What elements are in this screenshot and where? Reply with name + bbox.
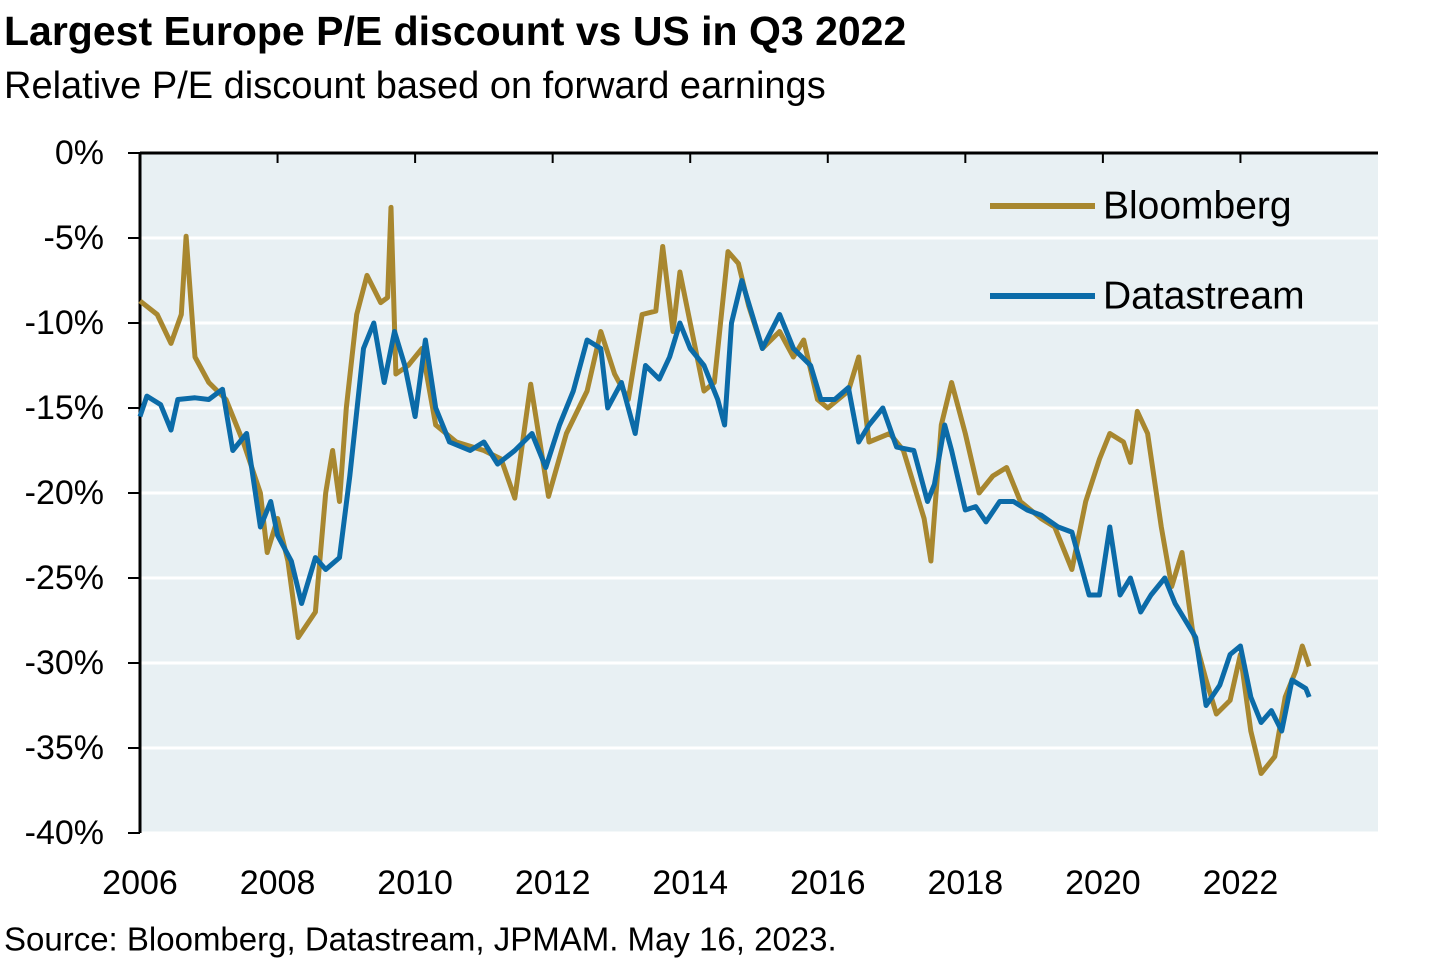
legend-label: Datastream bbox=[1103, 274, 1305, 317]
y-tick-label: -15% bbox=[25, 389, 104, 427]
x-tick-label: 2012 bbox=[515, 864, 591, 902]
y-tick-label: -10% bbox=[25, 304, 104, 342]
x-tick-label: 2008 bbox=[240, 864, 316, 902]
x-tick-label: 2006 bbox=[102, 864, 178, 902]
y-tick-label: 0% bbox=[55, 134, 104, 172]
source-note: Source: Bloomberg, Datastream, JPMAM. Ma… bbox=[4, 921, 837, 958]
x-tick-label: 2010 bbox=[377, 864, 453, 902]
y-tick-label: -20% bbox=[25, 474, 104, 512]
y-tick-label: -25% bbox=[25, 559, 104, 597]
chart-subtitle: Relative P/E discount based on forward e… bbox=[4, 65, 826, 107]
x-tick-label: 2018 bbox=[928, 864, 1004, 902]
x-tick-label: 2020 bbox=[1065, 864, 1141, 902]
chart-title: Largest Europe P/E discount vs US in Q3 … bbox=[4, 8, 906, 54]
x-tick-label: 2016 bbox=[790, 864, 866, 902]
data-line bbox=[137, 278, 1312, 734]
data-line bbox=[138, 204, 1312, 776]
y-tick-label: -5% bbox=[44, 219, 104, 257]
y-tick-label: -40% bbox=[25, 814, 104, 852]
x-tick-label: 2014 bbox=[652, 864, 728, 902]
legend-label: Bloomberg bbox=[1103, 184, 1292, 227]
y-tick-label: -35% bbox=[25, 729, 104, 767]
x-tick-label: 2022 bbox=[1203, 864, 1279, 902]
y-tick-label: -30% bbox=[25, 644, 104, 682]
